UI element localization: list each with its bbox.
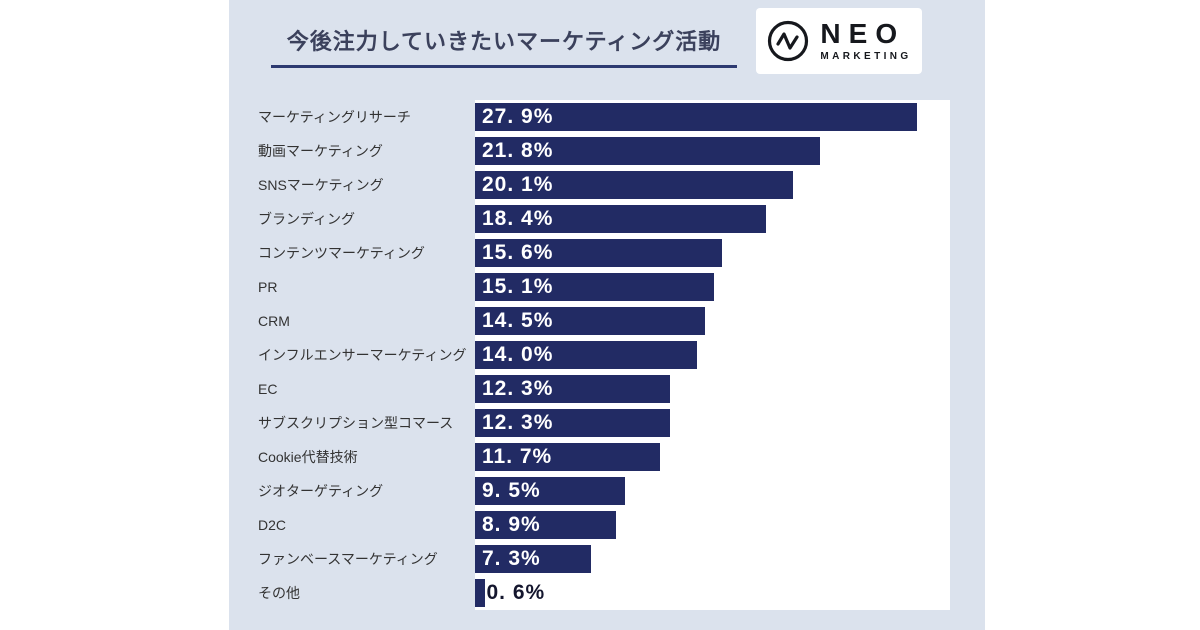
neo-marketing-logo: NEO MARKETING (756, 8, 922, 74)
bar (475, 205, 767, 233)
value-label: 15. 1% (482, 275, 554, 298)
value-label: 14. 5% (482, 309, 554, 332)
category-label: Cookie代替技術 (258, 449, 358, 465)
value-label: 20. 1% (482, 173, 554, 196)
value-label: 7. 3% (482, 547, 541, 570)
value-label: 0. 6% (486, 581, 546, 604)
title-underline (271, 65, 737, 68)
chart-row: ブランディング 18. 4% (258, 202, 950, 236)
value-label: 18. 4% (482, 207, 554, 230)
bar (475, 273, 715, 301)
chart-panel: 今後注力していきたいマーケティング活動 NEO MARKETING マーケティン… (229, 0, 985, 630)
category-label: ジオターゲティング (258, 483, 384, 499)
category-label: インフルエンサーマーケティング (258, 347, 467, 363)
bar-track: 9. 5% (475, 474, 950, 508)
bar-track: 7. 3% (475, 542, 950, 576)
bar (475, 239, 722, 267)
bar-track: 15. 1% (475, 270, 950, 304)
bar (475, 171, 794, 199)
value-label: 12. 3% (482, 411, 554, 434)
bar (475, 103, 917, 131)
pulse-circle-icon (768, 20, 809, 62)
logo-name: NEO (820, 18, 906, 49)
bar-track: 0. 6% (475, 576, 950, 610)
category-label: ブランディング (258, 211, 356, 227)
value-label: 15. 6% (482, 241, 554, 264)
category-label: 動画マーケティング (258, 143, 383, 159)
category-label: ファンベースマーケティング (258, 551, 438, 567)
chart-row: D2C 8. 9% (258, 508, 950, 542)
bar-track: 14. 0% (475, 338, 950, 372)
value-label: 27. 9% (482, 105, 554, 128)
category-label: マーケティングリサーチ (258, 109, 411, 125)
bar-track: 20. 1% (475, 168, 950, 202)
category-label: コンテンツマーケティング (258, 245, 425, 261)
value-label: 14. 0% (482, 343, 554, 366)
chart-row: マーケティングリサーチ 27. 9% (258, 100, 950, 134)
category-label: CRM (258, 313, 290, 329)
category-label: その他 (258, 585, 300, 601)
value-label: 8. 9% (482, 513, 541, 536)
bar (475, 137, 821, 165)
logo-text: NEO MARKETING (820, 20, 911, 62)
bar-track: 12. 3% (475, 372, 950, 406)
bar-track: 15. 6% (475, 236, 950, 270)
bar-track: 21. 8% (475, 134, 950, 168)
chart-row: 動画マーケティング 21. 8% (258, 134, 950, 168)
bar-track: 27. 9% (475, 100, 950, 134)
category-label: サブスクリプション型コマース (258, 415, 454, 431)
chart-row: EC 12. 3% (258, 372, 950, 406)
value-label: 12. 3% (482, 377, 554, 400)
chart-row: コンテンツマーケティング 15. 6% (258, 236, 950, 270)
bar (475, 443, 661, 471)
chart-row: ファンベースマーケティング 7. 3% (258, 542, 950, 576)
chart-row: SNSマーケティング 20. 1% (258, 168, 950, 202)
bar (475, 341, 697, 369)
bar (475, 511, 616, 539)
category-label: EC (258, 381, 278, 397)
bar-track: 11. 7% (475, 440, 950, 474)
bar (475, 579, 485, 607)
category-label: SNSマーケティング (258, 177, 384, 193)
bar (475, 307, 705, 335)
category-label: D2C (258, 517, 287, 533)
logo-subtext: MARKETING (820, 51, 912, 62)
chart-row: インフルエンサーマーケティング 14. 0% (258, 338, 950, 372)
bar-track: 18. 4% (475, 202, 950, 236)
page-title: 今後注力していきたいマーケティング活動 (286, 29, 722, 54)
header: 今後注力していきたいマーケティング活動 (271, 24, 737, 68)
chart-row: その他 0. 6% (258, 576, 950, 610)
bar-track: 8. 9% (475, 508, 950, 542)
chart-row: PR 15. 1% (258, 270, 950, 304)
bar (475, 477, 626, 505)
bar-track: 14. 5% (475, 304, 950, 338)
chart-row: サブスクリプション型コマース 12. 3% (258, 406, 950, 440)
chart-row: Cookie代替技術 11. 7% (258, 440, 950, 474)
bar-chart: マーケティングリサーチ 27. 9% 動画マーケティング 21. 8% SNSマーケティ… (258, 100, 950, 610)
category-label: PR (258, 279, 278, 295)
bar-track: 12. 3% (475, 406, 950, 440)
bar (475, 409, 670, 437)
bar (475, 545, 591, 573)
value-label: 11. 7% (482, 445, 553, 468)
value-label: 21. 8% (482, 139, 554, 162)
bar (475, 375, 670, 403)
chart-row: ジオターゲティング 9. 5% (258, 474, 950, 508)
value-label: 9. 5% (482, 479, 541, 502)
chart-row: CRM 14. 5% (258, 304, 950, 338)
